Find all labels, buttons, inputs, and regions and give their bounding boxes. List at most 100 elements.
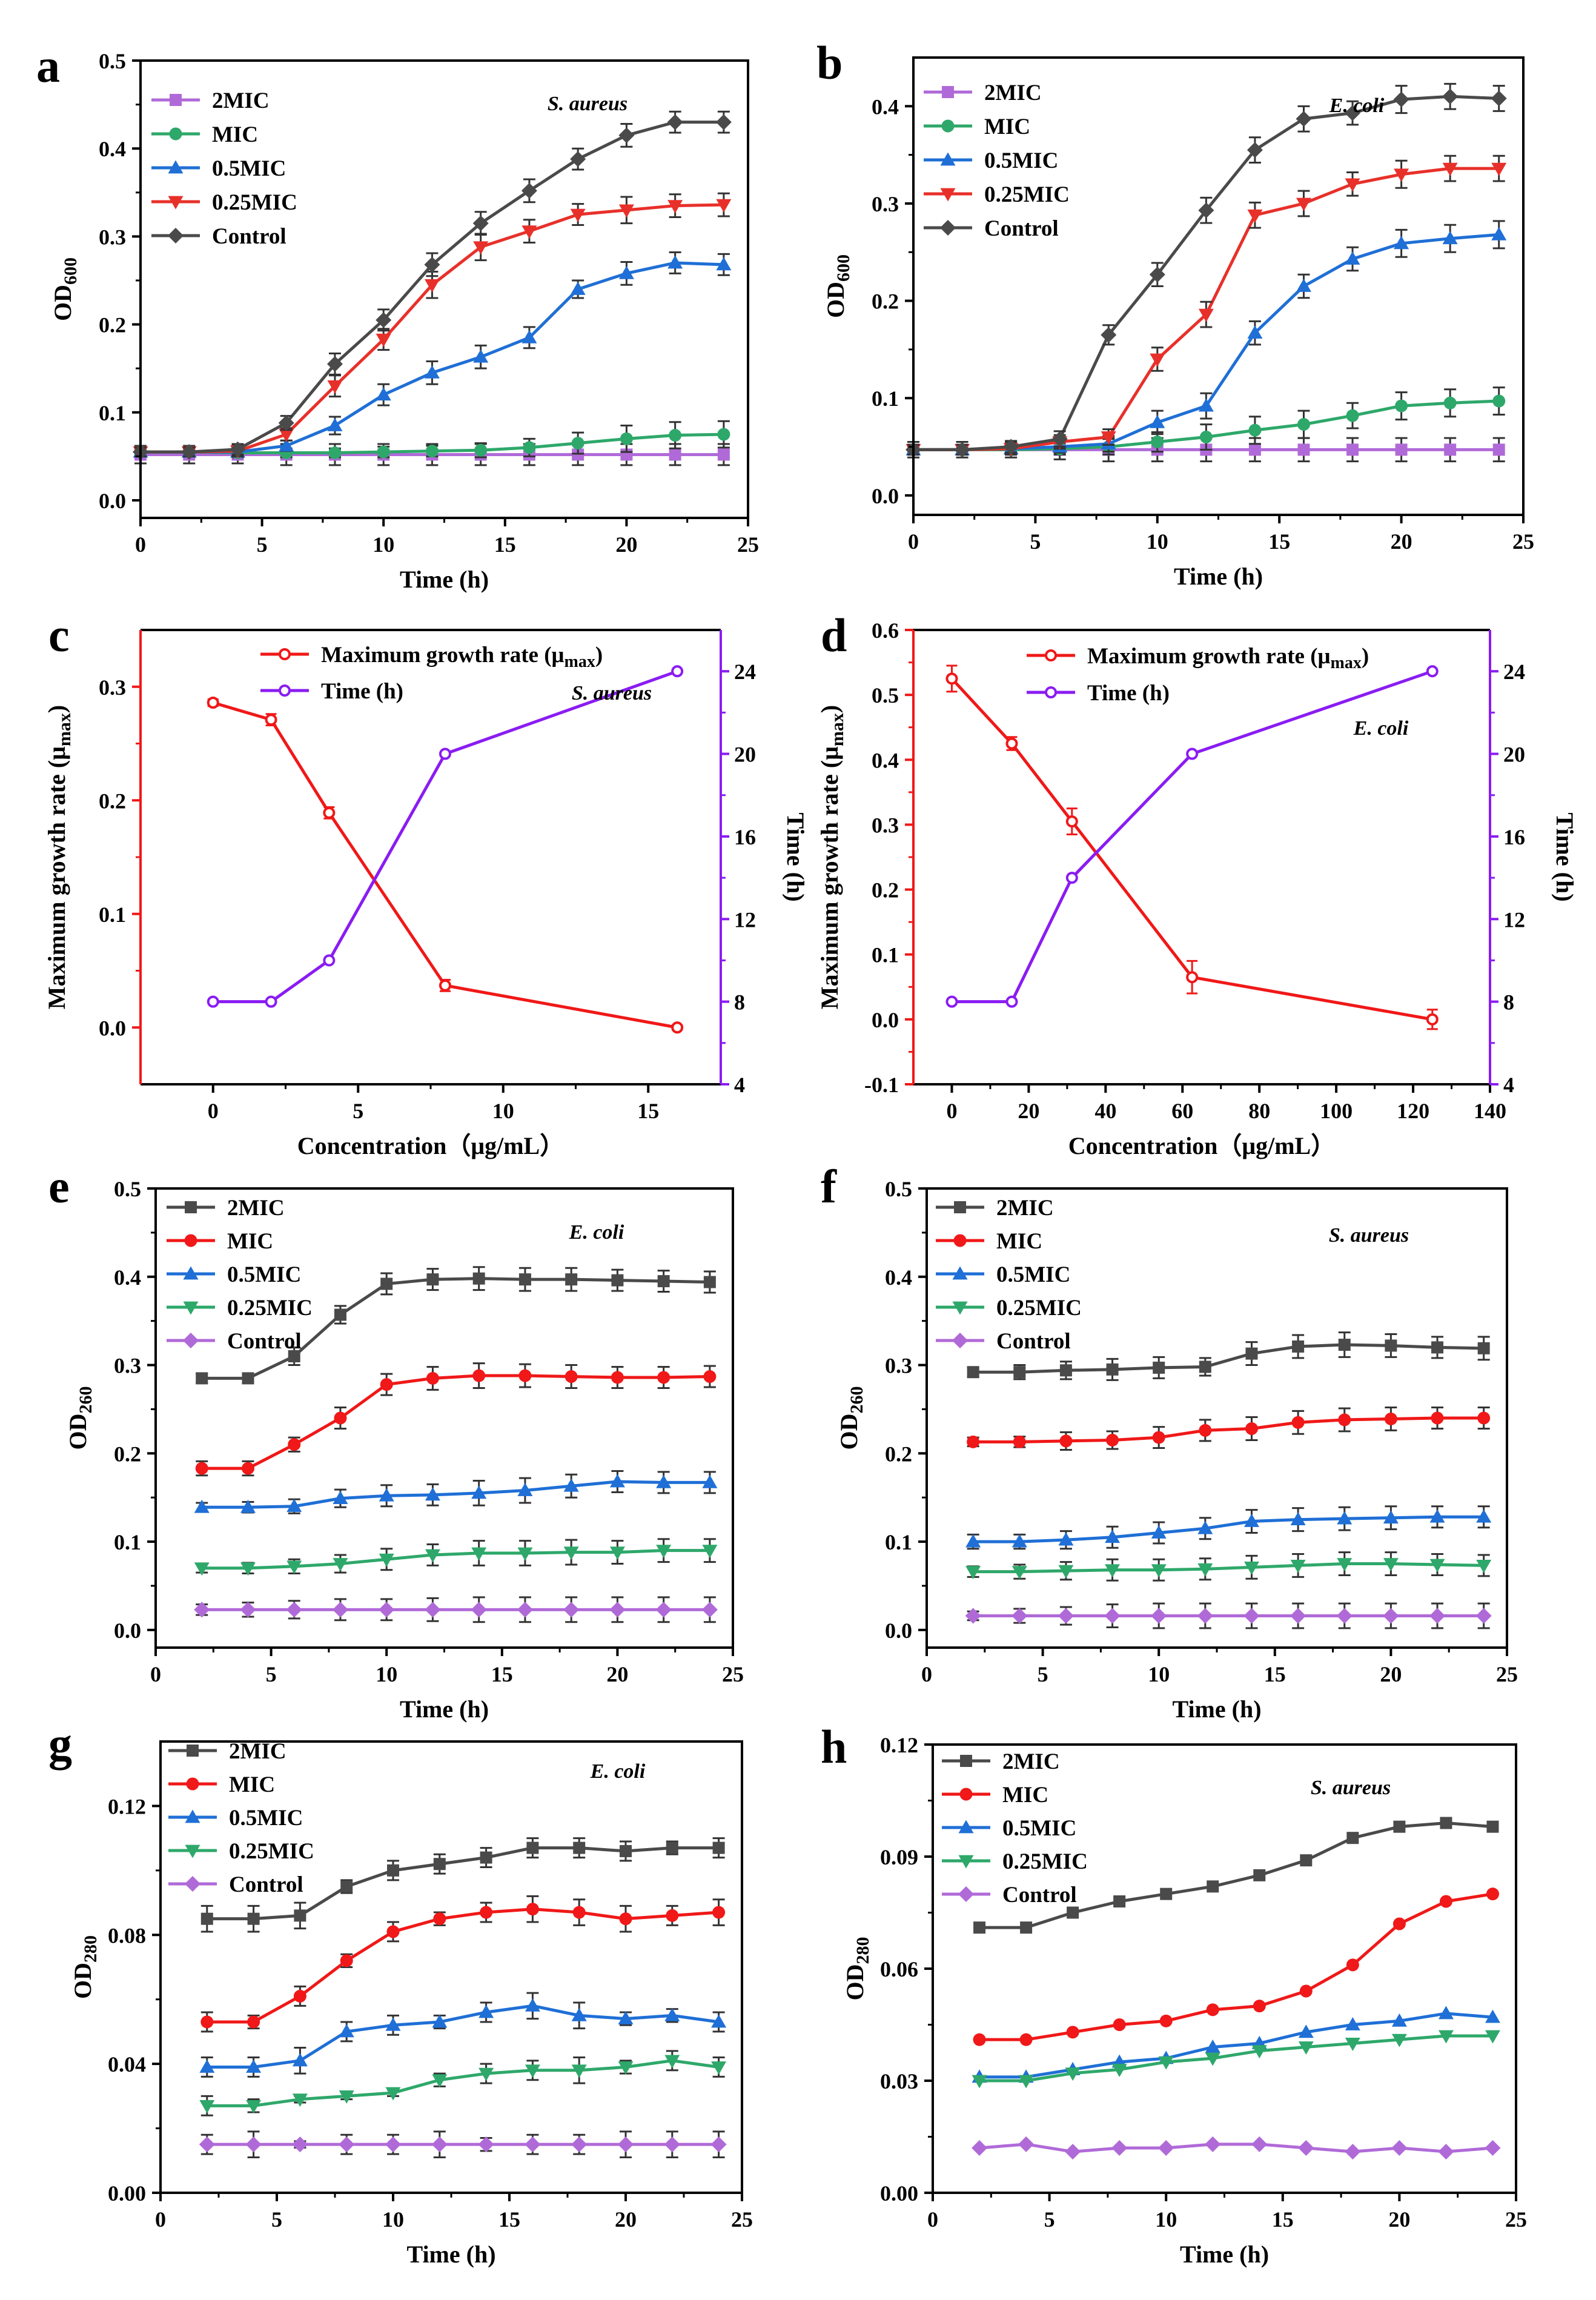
panel-d-point — [1426, 1013, 1439, 1026]
panel-d-ytick-label: 0.2 — [872, 878, 899, 903]
panel-g-point-Control — [525, 2136, 541, 2153]
panel-f-point-Control — [1243, 1608, 1260, 1624]
panel-c-series-time — [207, 665, 684, 1008]
panel-h-ytick-label: 0.09 — [880, 1845, 918, 1869]
panel-f-point-0.25MIC — [1012, 1566, 1027, 1580]
panel-f-xlabel: Time (h) — [1172, 1695, 1261, 1723]
panel-c-legend-label-main: Time (h) — [321, 679, 403, 704]
panel-c-point — [323, 954, 336, 967]
panel-g-point-MIC — [712, 1906, 726, 1919]
panel-f-legend-marker — [952, 1266, 968, 1280]
panel-b-ytick-label: 0.2 — [872, 290, 899, 314]
panel-a-point-Control — [472, 215, 489, 231]
panel-g-point-0.5MIC — [385, 2017, 401, 2031]
panel-f-point-2MIC — [1059, 1364, 1072, 1377]
panel-f-annotation: S. aureus — [1329, 1224, 1409, 1247]
panel-a-point-MIC — [571, 437, 584, 450]
panel-a-legend-marker — [168, 160, 184, 174]
panel-e-series-Control — [194, 1596, 718, 1623]
panel-f-point-2MIC — [1245, 1347, 1258, 1360]
panel-h-point-2MIC — [1393, 1820, 1406, 1833]
panel-f-legend-label: 0.25MIC — [996, 1296, 1082, 1321]
panel-a-xtick-label: 15 — [494, 532, 516, 557]
panel-f: 0 5 10 15 20 25 0.0 0.1 0.2 0.3 0.4 0.5 Time (h) OD26… — [821, 1160, 1518, 1723]
panel-e-point-2MIC — [380, 1278, 393, 1290]
panel-g-point-Control — [385, 2136, 401, 2153]
panel-g-point-0.5MIC — [618, 2011, 634, 2025]
panel-g-point-0.25MIC — [525, 2064, 540, 2078]
panel-g-point-0.25MIC — [618, 2061, 634, 2075]
panel-g-point-2MIC — [294, 1909, 306, 1922]
panel-c-point — [265, 995, 277, 1008]
panel-a-xlabel: Time (h) — [400, 566, 489, 593]
panel-f-xtick-label: 5 — [1038, 1662, 1048, 1686]
panel-h-legend-label: Control — [1002, 1883, 1077, 1907]
panel-h-point-Control — [1065, 2144, 1081, 2160]
panel-e-legend-marker — [184, 1234, 197, 1247]
panel-b-xtick-label: 0 — [908, 529, 919, 554]
panel-a-ytick-label: 0.5 — [99, 49, 126, 73]
panel-e-point-2MIC — [426, 1273, 439, 1286]
panel-a-xtick-label: 0 — [135, 532, 146, 557]
panel-f-ytick-label: 0.1 — [885, 1530, 912, 1554]
panel-h-legend-marker — [958, 1855, 974, 1869]
panel-b-xtick-label: 25 — [1512, 529, 1534, 554]
panel-f-series-Control — [965, 1602, 1492, 1629]
panel-f-ylabel-sub: 260 — [847, 1387, 867, 1414]
panel-g-legend-marker — [185, 1844, 200, 1858]
panel-b-point-0.25MIC — [1296, 197, 1311, 211]
panel-f-point-0.25MIC — [1429, 1559, 1445, 1573]
panel-e-point-MIC — [657, 1371, 671, 1384]
panel-f-ytick-label: 0.0 — [885, 1619, 912, 1643]
panel-g-point-Control — [664, 2136, 680, 2153]
panel-b-point-0.25MIC — [1394, 168, 1409, 182]
panel-a-letter: a — [36, 39, 60, 92]
panel-f-point-0.5MIC — [1476, 1509, 1492, 1523]
panel-d-series-time — [945, 665, 1439, 1008]
panel-d-legend-marker — [1045, 686, 1057, 698]
panel-f-series-0.25MIC — [965, 1551, 1492, 1582]
panel-h-line-0.25MIC — [979, 2034, 1493, 2083]
panel-b-point-Control — [1101, 326, 1117, 343]
panel-f-point-0.5MIC — [1290, 1512, 1306, 1526]
panel-c-legend-label: Time (h) — [321, 679, 403, 704]
panel-g-point-2MIC — [666, 1841, 678, 1854]
panel-g-legend-marker — [187, 1745, 199, 1757]
panel-a-point-0.5MIC — [667, 255, 683, 269]
panel-f-line-MIC — [973, 1416, 1484, 1443]
panel-g-series-0.5MIC — [199, 1992, 727, 2078]
panel-e-xtick-label: 25 — [722, 1662, 744, 1686]
panel-c-ytick-label: 0.3 — [99, 675, 126, 700]
panel-g-point-0.5MIC — [664, 2007, 680, 2021]
panel-a-series-Control — [133, 110, 732, 460]
panel-e-ytick-label: 0.1 — [114, 1530, 141, 1554]
panel-h-point-2MIC — [1160, 1887, 1173, 1900]
panel-h-point-Control — [1251, 2136, 1268, 2152]
panel-a-point-0.5MIC — [327, 418, 343, 431]
panel-d-xtick-label: 100 — [1320, 1099, 1353, 1123]
panel-h-ylabel-sub: 280 — [853, 1937, 873, 1964]
panel-a-legend-marker — [170, 94, 182, 106]
panel-a-point-MIC — [474, 443, 488, 457]
panel-h-xtick-label: 10 — [1155, 2207, 1177, 2232]
panel-h-ytick-label: 0.06 — [880, 1957, 918, 1981]
panel-f-point-0.25MIC — [1290, 1560, 1306, 1573]
panel-h-point-Control — [1298, 2140, 1314, 2156]
panel-g-point-MIC — [666, 1909, 679, 1922]
panel-b-point-MIC — [1492, 394, 1506, 408]
panel-f-point-2MIC — [1477, 1342, 1490, 1354]
panel-e-series-0.25MIC — [194, 1538, 718, 1576]
panel-d-xtick-label: 80 — [1248, 1099, 1270, 1123]
panel-a-point-Control — [424, 256, 440, 273]
panel-f-point-Control — [1336, 1608, 1353, 1624]
panel-g-xtick-label: 10 — [382, 2207, 404, 2232]
panel-b-point-MIC — [1248, 423, 1262, 437]
panel-e-point-2MIC — [657, 1275, 670, 1288]
panel-h-series-Control — [972, 2136, 1501, 2160]
panel-a-point-0.5MIC — [376, 387, 391, 401]
panel-e: 0 5 10 15 20 25 0.0 0.1 0.2 0.3 0.4 0.5 Time (h) OD26… — [48, 1160, 744, 1723]
panel-e-point-Control — [332, 1602, 348, 1618]
panel-h-point-Control — [1438, 2144, 1454, 2160]
panel-a-point-0.25MIC — [618, 204, 634, 218]
panel-b-point-0.25MIC — [1442, 162, 1458, 176]
